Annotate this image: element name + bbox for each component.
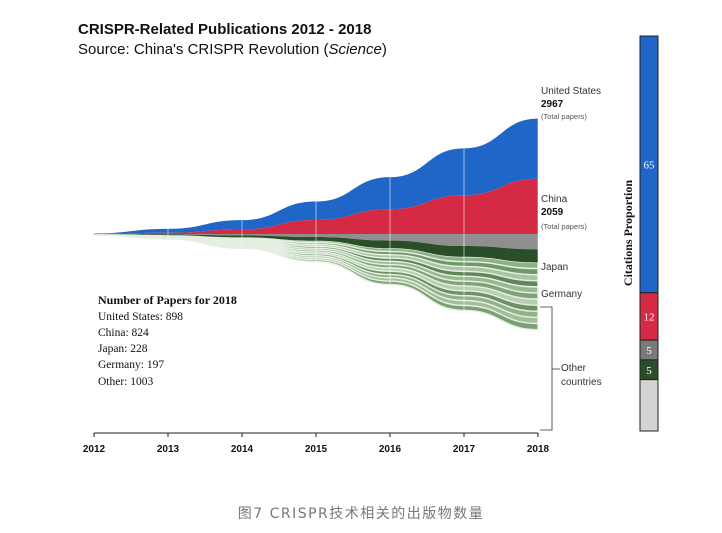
year-gridlines <box>167 118 539 330</box>
x-tick-label-2013: 2013 <box>157 444 180 455</box>
total-note-china: (Total papers) <box>541 222 587 231</box>
annotation-line-germany: Germany: 197 <box>98 359 164 371</box>
label-other-line1: Other <box>561 363 587 374</box>
x-tick-label-2016: 2016 <box>379 444 402 455</box>
series-china <box>94 178 538 234</box>
citations-bar: 65 12 5 5 <box>639 35 659 432</box>
citation-segment-other <box>639 379 659 432</box>
annotation-title: Number of Papers for 2018 <box>98 293 237 307</box>
annotation-line-japan: Japan: 228 <box>98 343 148 355</box>
total-united-states: 2967 <box>541 99 564 110</box>
total-note-united-states: (Total papers) <box>541 112 587 121</box>
total-china: 2059 <box>541 207 564 218</box>
annotation-line-other: Other: 1003 <box>98 376 154 388</box>
x-axis-ticks: 2012 2013 2014 2015 2016 2017 2018 <box>83 433 550 455</box>
citation-label-japan: 5 <box>646 345 652 357</box>
label-germany: Germany <box>541 289 582 300</box>
figure-caption: 图7 CRISPR技术相关的出版物数量 <box>238 506 485 522</box>
other-countries-bracket <box>540 306 560 431</box>
chart-subtitle: Source: China's CRISPR Revolution (Scien… <box>78 41 387 58</box>
citation-label-china: 12 <box>644 311 655 323</box>
annotation-line-china: China: 824 <box>98 327 149 339</box>
label-united-states: United States <box>541 86 601 97</box>
chart-title: CRISPR-Related Publications 2012 - 2018 <box>78 21 371 38</box>
x-tick-label-2015: 2015 <box>305 444 328 455</box>
x-tick-label-2018: 2018 <box>527 444 550 455</box>
x-tick-label-2014: 2014 <box>231 444 254 455</box>
series-japan <box>94 234 538 250</box>
citations-title: Citations Proportion <box>621 180 635 286</box>
label-other-line2: countries <box>561 377 602 388</box>
citation-label-united-states: 65 <box>644 159 656 171</box>
annotation-line-us: United States: 898 <box>98 311 183 323</box>
label-japan: Japan <box>541 262 568 273</box>
x-tick-label-2012: 2012 <box>83 444 106 455</box>
label-china: China <box>541 194 568 205</box>
x-tick-label-2017: 2017 <box>453 444 476 455</box>
citation-label-germany: 5 <box>646 365 652 377</box>
